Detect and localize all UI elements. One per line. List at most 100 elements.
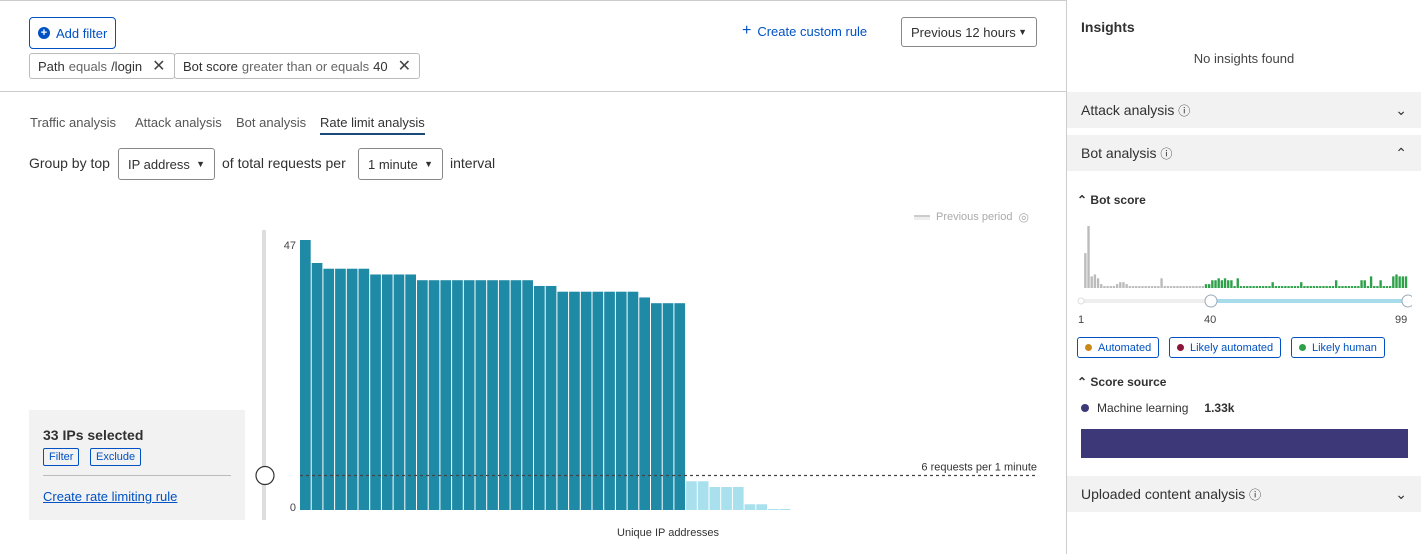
bar[interactable] [487, 280, 498, 510]
close-icon[interactable]: ✕ [397, 58, 411, 75]
chevron-up-icon: ⌃ [1395, 144, 1407, 161]
histogram-bar [1115, 284, 1119, 288]
bar[interactable] [381, 274, 393, 510]
histogram-bar [1188, 286, 1192, 288]
threshold-slider-handle[interactable] [255, 465, 275, 486]
legend-automated[interactable]: Automated [1077, 337, 1160, 358]
bar[interactable] [545, 285, 557, 510]
bar[interactable] [639, 297, 650, 510]
histogram-bar [1179, 286, 1182, 288]
score-slider-min[interactable] [1077, 297, 1085, 305]
bar[interactable] [592, 291, 604, 510]
bot-analysis-section-header[interactable]: Bot analysis ⓘ ⌃ [1067, 135, 1421, 171]
histogram-bar [1315, 286, 1319, 288]
previous-period-legend[interactable]: Previous period ◎ [914, 210, 1029, 224]
histogram-bar [1195, 286, 1198, 288]
bar[interactable] [604, 291, 615, 510]
histogram-bar [1204, 284, 1208, 288]
histogram-bar [1192, 286, 1195, 288]
bar[interactable] [768, 509, 779, 510]
chevron-up-icon: ⌃ [1077, 193, 1088, 207]
histogram-bar [1325, 286, 1328, 288]
bar[interactable] [744, 504, 756, 510]
score-slider-low-handle[interactable] [1204, 294, 1218, 308]
bar[interactable] [534, 285, 545, 510]
bar[interactable] [662, 303, 674, 510]
histogram-bar [1103, 286, 1106, 288]
uploaded-content-section-header[interactable]: Uploaded content analysis ⓘ ⌄ [1067, 476, 1421, 512]
bar[interactable] [627, 291, 639, 510]
bar[interactable] [475, 280, 487, 510]
dot-icon [1081, 404, 1089, 412]
time-range-select[interactable]: Previous 12 hours ▼ [901, 17, 1037, 47]
tab-attack-analysis[interactable]: Attack analysis [135, 115, 222, 130]
bot-score-toggle[interactable]: ⌃ Bot score [1077, 193, 1146, 207]
histogram-bar [1157, 286, 1160, 288]
filter-chip[interactable]: Path equals/login ✕ [29, 53, 175, 79]
bar[interactable] [463, 280, 475, 510]
bar[interactable] [428, 280, 440, 510]
bar[interactable] [557, 291, 569, 510]
histogram-bar [1385, 286, 1389, 288]
exclude-button[interactable]: Exclude [90, 448, 142, 466]
create-rate-limiting-rule-link[interactable]: Create rate limiting rule [43, 489, 178, 504]
create-custom-rule-link[interactable]: + Create custom rule [742, 22, 868, 40]
bar[interactable] [370, 274, 381, 510]
histogram-bar [1217, 278, 1220, 288]
selection-slider-track[interactable] [262, 230, 266, 520]
legend-likely-automated[interactable]: Likely automated [1169, 337, 1282, 358]
bar[interactable] [498, 280, 510, 510]
bar[interactable] [405, 274, 416, 510]
bar[interactable] [522, 280, 533, 510]
tab-bot-analysis[interactable]: Bot analysis [236, 115, 307, 130]
bar[interactable] [358, 268, 370, 510]
filter-chip[interactable]: Bot score greater than or equals 40 ✕ [174, 53, 420, 79]
histogram-bar [1398, 276, 1401, 288]
bar[interactable] [709, 487, 721, 510]
score-threshold-label: 40 [1204, 314, 1216, 326]
bar[interactable] [779, 509, 791, 510]
histogram-bar [1154, 286, 1157, 288]
interval-select[interactable]: 1 minute ▼ [358, 148, 443, 180]
histogram-bar [1242, 286, 1246, 288]
bar[interactable] [452, 280, 463, 510]
bar[interactable] [417, 280, 428, 510]
tab-traffic-analysis[interactable]: Traffic analysis [30, 115, 116, 130]
histogram-bar [1125, 284, 1128, 288]
bar[interactable] [756, 504, 767, 510]
x-axis-label: Unique IP addresses [617, 527, 719, 539]
bar[interactable] [393, 274, 405, 510]
histogram-bar [1268, 286, 1271, 288]
bar[interactable] [697, 481, 709, 510]
bar[interactable] [510, 280, 522, 510]
bar[interactable] [335, 268, 346, 510]
bar[interactable] [732, 487, 744, 510]
bar[interactable] [580, 291, 592, 510]
close-icon[interactable]: ✕ [152, 58, 166, 75]
bar[interactable] [323, 268, 335, 510]
plus-icon: + [742, 22, 752, 39]
group-by-field-select[interactable]: IP address ▼ [118, 148, 215, 180]
bar[interactable] [569, 291, 580, 510]
histogram-bar [1134, 286, 1138, 288]
tab-rate-limit-analysis[interactable]: Rate limit analysis [320, 115, 425, 135]
bar[interactable] [615, 291, 627, 510]
bar[interactable] [311, 262, 323, 510]
histogram-bar [1138, 286, 1141, 288]
bar[interactable] [686, 481, 697, 510]
filter-button[interactable]: Filter [43, 448, 80, 466]
bar[interactable] [674, 303, 686, 510]
attack-analysis-section-header[interactable]: Attack analysis ⓘ ⌄ [1067, 92, 1421, 128]
bar[interactable] [651, 303, 662, 510]
dot-icon [1299, 344, 1306, 351]
bar[interactable] [440, 280, 452, 510]
bar[interactable] [346, 268, 358, 510]
histogram-bar [1382, 286, 1385, 288]
legend-likely-human[interactable]: Likely human [1291, 337, 1385, 358]
histogram-bar [1119, 282, 1122, 288]
bar[interactable] [300, 240, 311, 510]
bar[interactable] [721, 487, 732, 510]
score-slider-high-handle[interactable] [1401, 294, 1412, 308]
score-source-toggle[interactable]: ⌃ Score source [1077, 375, 1167, 389]
add-filter-button[interactable]: + Add filter [29, 17, 117, 49]
